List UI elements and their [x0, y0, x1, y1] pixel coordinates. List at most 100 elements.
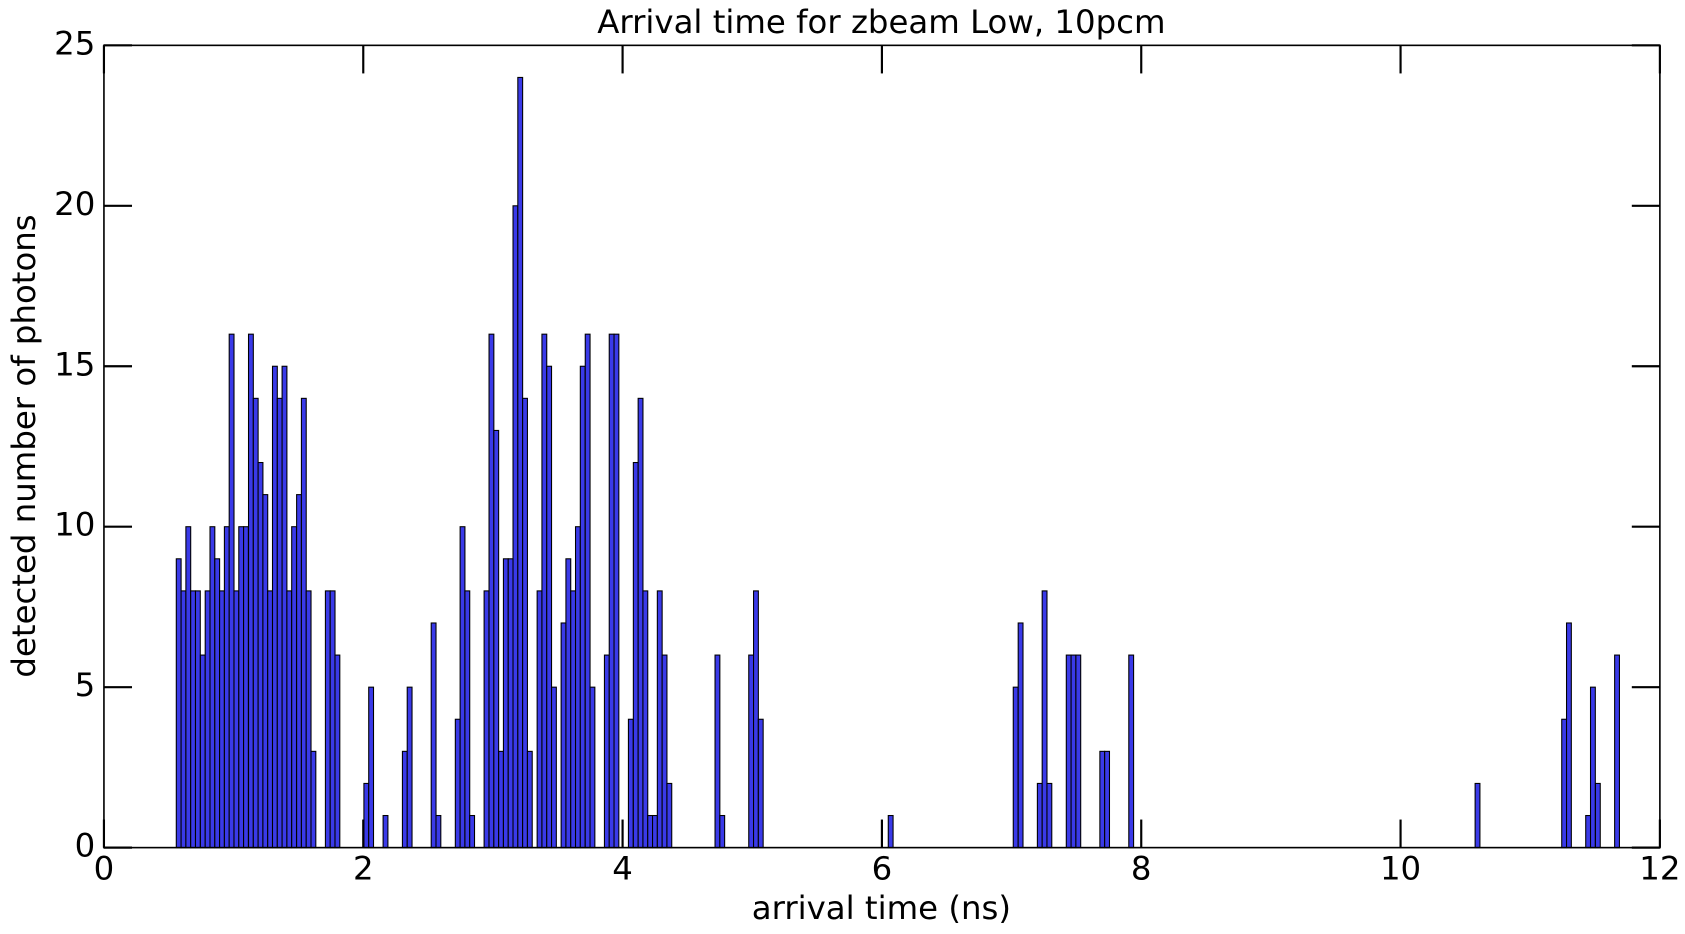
bar — [574, 526, 581, 849]
chart-title: Arrival time for zbeam Low, 10pcm — [597, 3, 1165, 41]
bar — [608, 333, 615, 849]
bar — [1589, 686, 1596, 849]
bar — [642, 590, 649, 849]
x-axis-label: arrival time (ns) — [752, 889, 1011, 927]
bar — [1012, 686, 1019, 849]
bar — [719, 814, 726, 849]
x-tick-label: 4 — [612, 849, 633, 887]
bar — [570, 590, 577, 849]
bar — [632, 461, 639, 849]
x-tick-label: 0 — [94, 849, 115, 887]
y-tick-label: 0 — [75, 827, 96, 865]
y-tick-label: 20 — [54, 185, 95, 223]
bar — [603, 654, 610, 849]
bar — [637, 397, 644, 849]
bar — [334, 654, 341, 849]
bar — [276, 397, 283, 849]
bar — [613, 333, 620, 849]
bar — [262, 494, 269, 849]
bar — [1128, 654, 1135, 849]
bar — [1561, 718, 1568, 849]
bar — [185, 526, 192, 849]
bar — [498, 750, 504, 849]
bar — [406, 686, 413, 849]
bar — [488, 333, 495, 849]
bar — [459, 526, 466, 849]
bar — [517, 76, 524, 849]
y-tick-label: 5 — [75, 666, 96, 704]
bar — [661, 654, 668, 849]
bar — [579, 365, 586, 849]
bar — [1036, 782, 1043, 849]
bar — [257, 461, 264, 849]
bar — [550, 686, 557, 849]
bar — [209, 526, 216, 849]
bar — [204, 590, 211, 849]
bar — [252, 397, 259, 849]
bar — [1104, 750, 1111, 849]
bar — [214, 558, 221, 849]
y-axis-label: detected number of photons — [5, 214, 43, 677]
bar — [647, 814, 654, 849]
bar — [493, 429, 500, 849]
bar — [1065, 654, 1072, 849]
bar — [247, 333, 254, 849]
bar — [199, 654, 206, 849]
bar — [401, 750, 408, 849]
x-tick-label: 6 — [872, 849, 893, 887]
bar — [526, 750, 533, 849]
bar — [281, 365, 288, 849]
bar — [363, 782, 370, 849]
bar — [1075, 654, 1082, 849]
bar — [286, 590, 293, 849]
bar — [305, 590, 312, 849]
bar — [1046, 782, 1053, 849]
bar — [748, 654, 755, 849]
bar — [300, 397, 307, 849]
bar — [469, 814, 476, 849]
y-tick-label: 15 — [54, 345, 95, 383]
bar — [1070, 654, 1077, 849]
bar — [223, 526, 230, 849]
bar — [1041, 590, 1048, 849]
bar — [753, 590, 759, 849]
y-tick-label: 10 — [54, 506, 95, 544]
bar — [522, 397, 528, 849]
bar — [1565, 622, 1572, 849]
bar — [324, 590, 331, 849]
bar — [271, 365, 278, 849]
bar — [546, 365, 553, 849]
bar — [228, 333, 235, 849]
y-tick-label: 25 — [54, 24, 95, 62]
bar — [714, 654, 721, 849]
bar — [329, 590, 336, 849]
bar — [512, 205, 519, 849]
bar — [194, 590, 201, 849]
bar — [190, 590, 197, 849]
bar — [464, 590, 471, 849]
bar — [536, 590, 543, 849]
x-tick-label: 8 — [1131, 849, 1152, 887]
x-tick-label: 2 — [353, 849, 374, 887]
bar — [757, 718, 764, 849]
bar — [243, 526, 249, 849]
bar — [291, 526, 298, 849]
bar — [368, 686, 375, 849]
bar — [1474, 782, 1481, 849]
bar — [627, 718, 634, 849]
bar — [435, 814, 442, 849]
bar — [589, 686, 596, 849]
bar — [887, 814, 894, 849]
bar — [502, 558, 509, 849]
bar — [175, 558, 182, 849]
bar — [1017, 622, 1024, 849]
bar — [1099, 750, 1106, 849]
bar — [219, 590, 225, 849]
bar — [296, 494, 302, 849]
bar — [541, 333, 548, 849]
bar — [233, 590, 240, 849]
bar — [430, 622, 437, 849]
bar — [565, 558, 572, 849]
